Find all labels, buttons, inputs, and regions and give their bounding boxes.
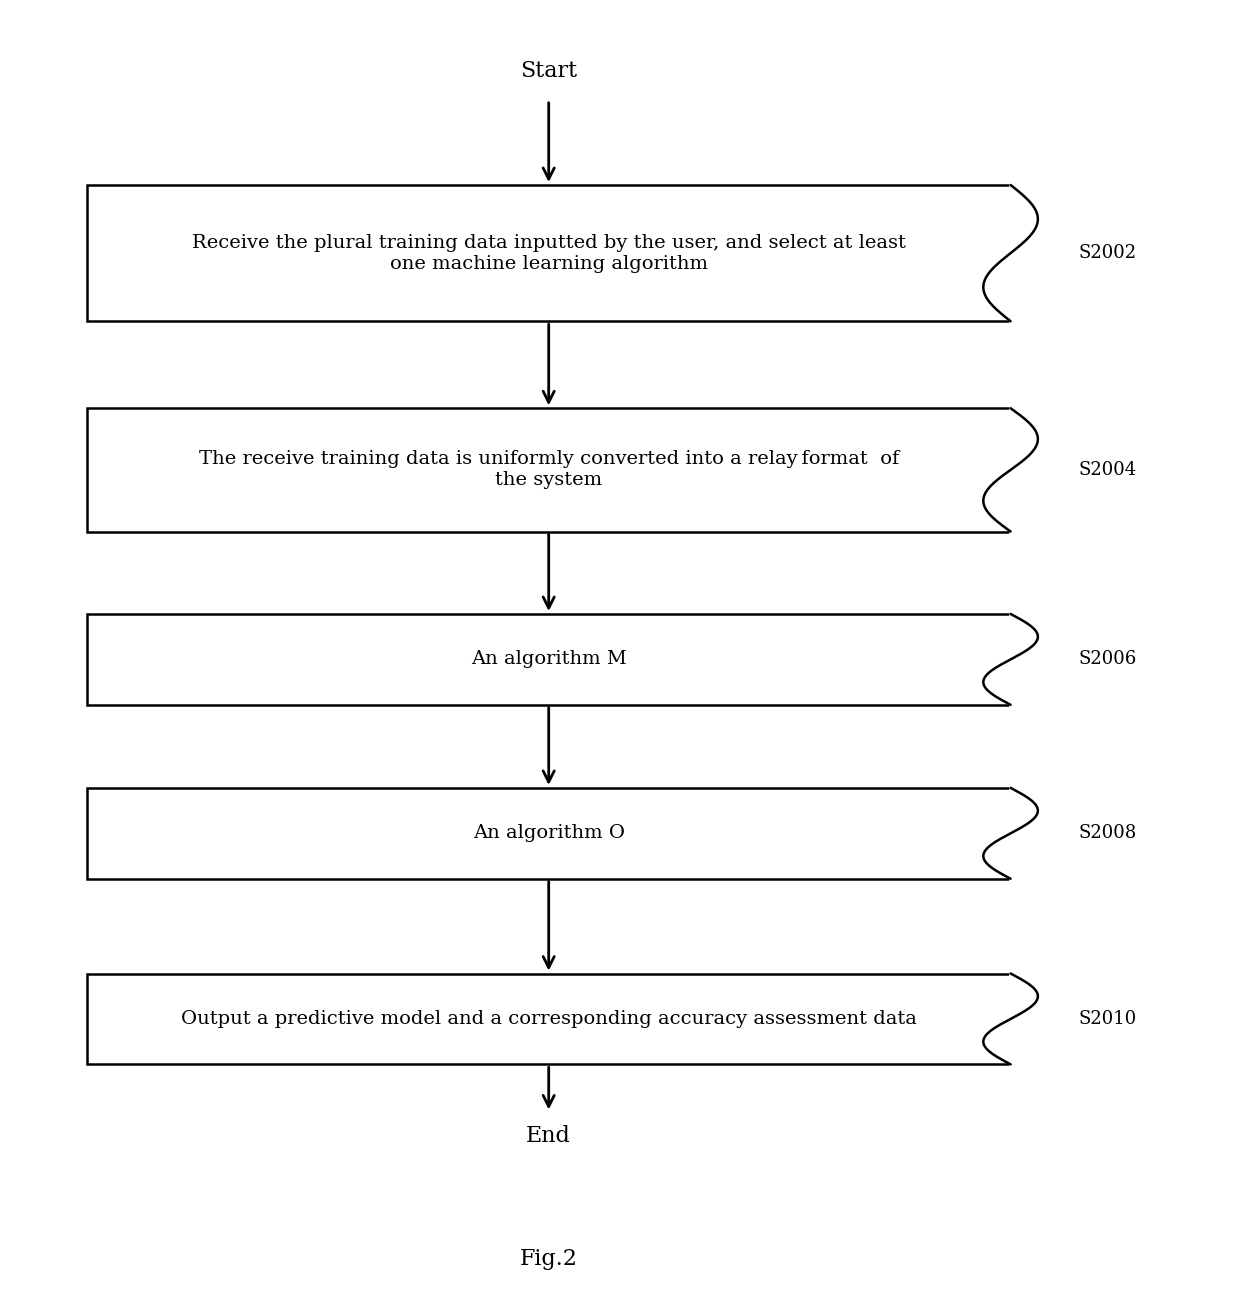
Text: The receive training data is uniformly converted into a relay format  of
the sys: The receive training data is uniformly c… <box>198 450 899 489</box>
Text: S2002: S2002 <box>1079 244 1137 262</box>
Bar <box>87 974 1011 1064</box>
Bar <box>87 614 1011 705</box>
Text: Receive the plural training data inputted by the user, and select at least
one m: Receive the plural training data inputte… <box>192 234 905 273</box>
Bar <box>87 788 1011 879</box>
Text: Output a predictive model and a corresponding accuracy assessment data: Output a predictive model and a correspo… <box>181 1010 916 1028</box>
Bar <box>87 408 1011 532</box>
Text: An algorithm M: An algorithm M <box>471 650 626 668</box>
Text: S2010: S2010 <box>1079 1010 1137 1028</box>
Text: Start: Start <box>520 61 578 82</box>
Text: Fig.2: Fig.2 <box>520 1249 578 1269</box>
Text: S2008: S2008 <box>1079 824 1137 842</box>
Text: S2006: S2006 <box>1079 650 1137 668</box>
Text: S2004: S2004 <box>1079 461 1137 479</box>
Bar <box>87 184 1011 321</box>
Text: An algorithm O: An algorithm O <box>472 824 625 842</box>
Text: End: End <box>526 1125 572 1146</box>
